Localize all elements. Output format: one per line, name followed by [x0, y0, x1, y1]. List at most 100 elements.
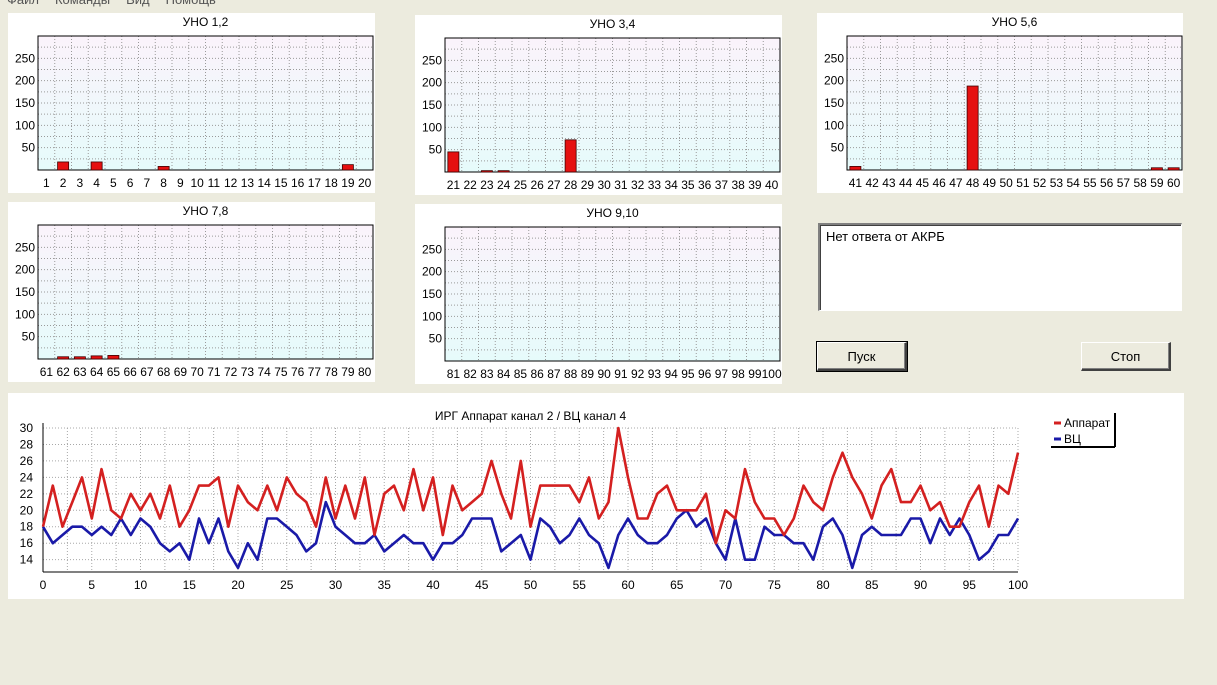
- y-tick-label: 24: [20, 470, 34, 484]
- menu-file[interactable]: Файл: [0, 0, 48, 8]
- x-tick-label: 14: [257, 176, 271, 190]
- y-tick-label: 200: [15, 74, 35, 88]
- x-tick-label: 55: [1083, 176, 1097, 190]
- line-chart-irg: ИРГ Аппарат канал 2 / ВЦ канал 4 14 16 18 20…: [8, 393, 1184, 599]
- x-tick-label: 57: [1117, 176, 1131, 190]
- x-tick-label: 36: [698, 178, 712, 192]
- x-tick-label: 40: [765, 178, 779, 192]
- x-tick-label: 6: [127, 176, 134, 190]
- x-tick-label: 56: [1100, 176, 1114, 190]
- bar: [157, 166, 170, 171]
- chart-title: УНО 1,2: [183, 15, 229, 29]
- x-tick-label: 28: [564, 178, 578, 192]
- y-tick-label: 22: [20, 487, 34, 501]
- y-tick-label: 150: [824, 96, 844, 110]
- x-tick-label: 58: [1133, 176, 1147, 190]
- bar: [90, 355, 103, 360]
- y-tick-label: 30: [20, 421, 34, 435]
- x-tick-label: 41: [849, 176, 863, 190]
- y-tick-label: 100: [422, 309, 442, 323]
- bar: [1167, 167, 1180, 171]
- menu-help[interactable]: Помощь: [159, 0, 225, 8]
- x-tick-label: 94: [664, 367, 678, 381]
- x-tick-label: 70: [719, 578, 733, 592]
- chart-title: УНО 7,8: [183, 204, 229, 218]
- x-tick-label: 100: [762, 367, 782, 381]
- y-tick-label: 20: [20, 503, 34, 517]
- legend-label: ВЦ: [1064, 432, 1081, 446]
- start-button[interactable]: Пуск: [816, 341, 908, 372]
- bar-chart-uno-7-8: УНО 7,8 50 100 150 200 250 61 62 63 64 65 66 67 68 69 7…: [8, 202, 375, 382]
- x-tick-label: 87: [547, 367, 561, 381]
- x-tick-label: 22: [463, 178, 477, 192]
- x-tick-label: 10: [134, 578, 148, 592]
- x-tick-label: 5: [110, 176, 117, 190]
- x-tick-label: 44: [899, 176, 913, 190]
- x-tick-label: 61: [40, 365, 54, 379]
- x-tick-label: 71: [207, 365, 221, 379]
- x-tick-label: 30: [329, 578, 343, 592]
- x-tick-label: 53: [1050, 176, 1064, 190]
- x-tick-label: 2: [60, 176, 67, 190]
- x-tick-label: 78: [324, 365, 338, 379]
- x-tick-label: 40: [426, 578, 440, 592]
- bar: [341, 164, 354, 171]
- series-line-1: [41, 500, 1020, 570]
- menu-bar: Файл Команды Вид Помощь: [0, 0, 225, 8]
- bar-chart-uno-9-10: УНО 9,10 50 100 150 200 250 81 82 83 84 85 86 87 88 89…: [415, 204, 782, 384]
- y-tick-label: 150: [15, 285, 35, 299]
- x-tick-label: 13: [241, 176, 255, 190]
- x-tick-label: 11: [208, 176, 221, 190]
- x-tick-label: 68: [157, 365, 171, 379]
- x-tick-label: 39: [748, 178, 762, 192]
- menu-view[interactable]: Вид: [119, 0, 159, 8]
- x-tick-label: 1: [43, 176, 50, 190]
- x-tick-label: 18: [324, 176, 338, 190]
- x-tick-label: 67: [140, 365, 154, 379]
- line-chart-svg: ИРГ Аппарат канал 2 / ВЦ канал 4 14 16 18 20…: [20, 409, 1116, 592]
- x-tick-label: 37: [715, 178, 729, 192]
- stop-button[interactable]: Стоп: [1081, 342, 1171, 371]
- bar-chart-svg: УНО 9,10 50 100 150 200 250 81 82 83 84 85 86 87 88 89…: [422, 206, 782, 381]
- x-tick-label: 60: [621, 578, 635, 592]
- bar: [564, 139, 577, 173]
- x-tick-label: 74: [257, 365, 271, 379]
- x-tick-label: 33: [648, 178, 662, 192]
- x-tick-label: 90: [597, 367, 611, 381]
- x-tick-label: 16: [291, 176, 305, 190]
- x-tick-label: 38: [731, 178, 745, 192]
- y-tick-label: 250: [422, 53, 442, 67]
- y-tick-label: 100: [15, 307, 35, 321]
- chart-title: УНО 5,6: [992, 15, 1038, 29]
- x-tick-label: 85: [865, 578, 879, 592]
- x-tick-label: 10: [190, 176, 204, 190]
- x-tick-label: 35: [681, 178, 695, 192]
- x-tick-label: 93: [648, 367, 662, 381]
- x-tick-label: 4: [93, 176, 100, 190]
- x-tick-label: 26: [530, 178, 544, 192]
- y-tick-label: 250: [824, 51, 844, 65]
- x-tick-label: 55: [573, 578, 587, 592]
- x-tick-label: 100: [1008, 578, 1028, 592]
- x-tick-label: 35: [378, 578, 392, 592]
- x-tick-label: 91: [614, 367, 628, 381]
- bar: [447, 151, 460, 173]
- bar: [107, 355, 120, 360]
- bar: [480, 170, 493, 173]
- menu-commands[interactable]: Команды: [48, 0, 119, 8]
- y-tick-label: 50: [429, 143, 443, 157]
- x-tick-label: 30: [597, 178, 611, 192]
- y-tick-label: 16: [20, 536, 34, 550]
- y-tick-label: 200: [824, 74, 844, 88]
- x-tick-label: 59: [1150, 176, 1164, 190]
- x-tick-label: 89: [581, 367, 595, 381]
- x-tick-label: 49: [983, 176, 997, 190]
- x-tick-label: 77: [308, 365, 322, 379]
- x-tick-label: 5: [88, 578, 95, 592]
- x-tick-label: 84: [497, 367, 511, 381]
- x-tick-label: 47: [949, 176, 963, 190]
- bar: [57, 161, 70, 171]
